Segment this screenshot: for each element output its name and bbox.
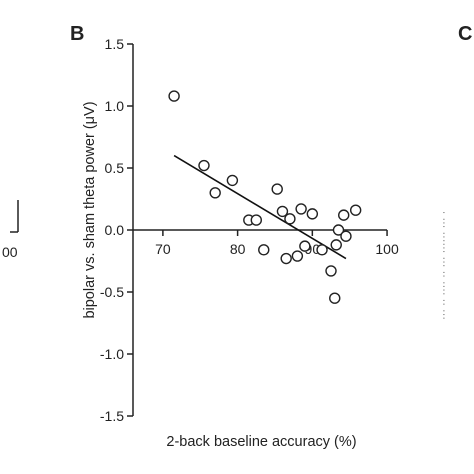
y-tick-label: 0.5 <box>105 160 125 176</box>
y-tick-label: 1.5 <box>105 36 125 52</box>
left-panel-fragment: 00 <box>2 200 19 260</box>
data-points <box>168 90 362 304</box>
right-panel-axis-title-fragment: ··· ·· ···· ·· ··· ······ ··· · <box>438 211 450 320</box>
x-axis-ticks: 70 80 90 100 <box>155 230 399 257</box>
data-point <box>284 213 296 225</box>
data-point <box>198 159 210 172</box>
y-tick-label: -1.5 <box>100 408 124 424</box>
data-point <box>258 244 270 256</box>
panel-letter-c: C <box>458 23 472 45</box>
data-point <box>250 214 262 226</box>
x-tick-label: 100 <box>375 241 399 257</box>
x-axis-title: 2-back baseline accuracy (%) <box>166 434 356 450</box>
data-point <box>340 230 352 242</box>
data-point <box>209 187 221 199</box>
regression-line <box>173 154 347 260</box>
data-point <box>168 90 180 102</box>
right-panel-fragment: ··· ·· ···· ·· ··· ······ ··· · <box>438 211 450 320</box>
data-point <box>316 244 328 256</box>
data-point <box>349 204 362 216</box>
x-tick-label: 70 <box>155 241 171 257</box>
y-tick-label: 1.0 <box>105 98 125 114</box>
data-point <box>338 209 350 221</box>
data-point <box>276 205 289 218</box>
left-panel-tick-label: 00 <box>2 244 18 260</box>
y-tick-label: 0.0 <box>105 222 125 238</box>
data-point <box>291 250 304 262</box>
data-point <box>306 208 319 220</box>
y-axis-ticks: 1.5 1.0 0.5 0.0 -0.5 -1.0 -1.5 <box>100 36 133 424</box>
data-point <box>332 224 345 236</box>
panel-letter-b: B <box>70 23 84 45</box>
data-point <box>271 183 283 195</box>
data-point <box>329 292 341 304</box>
data-point <box>330 239 342 251</box>
data-point <box>325 265 337 277</box>
y-tick-label: -0.5 <box>100 284 124 300</box>
x-tick-label: 80 <box>230 241 246 257</box>
data-point <box>295 203 307 215</box>
data-point <box>299 240 311 252</box>
y-tick-label: -1.0 <box>100 346 124 362</box>
scatter-chart: 1.51.00.50.0-0.5-1.0-1.5 70 80 90 100 bipol… <box>82 36 399 450</box>
data-point <box>280 252 292 265</box>
y-axis-title: bipolar vs. sham theta power (μV) <box>82 101 98 318</box>
data-point <box>226 174 239 187</box>
